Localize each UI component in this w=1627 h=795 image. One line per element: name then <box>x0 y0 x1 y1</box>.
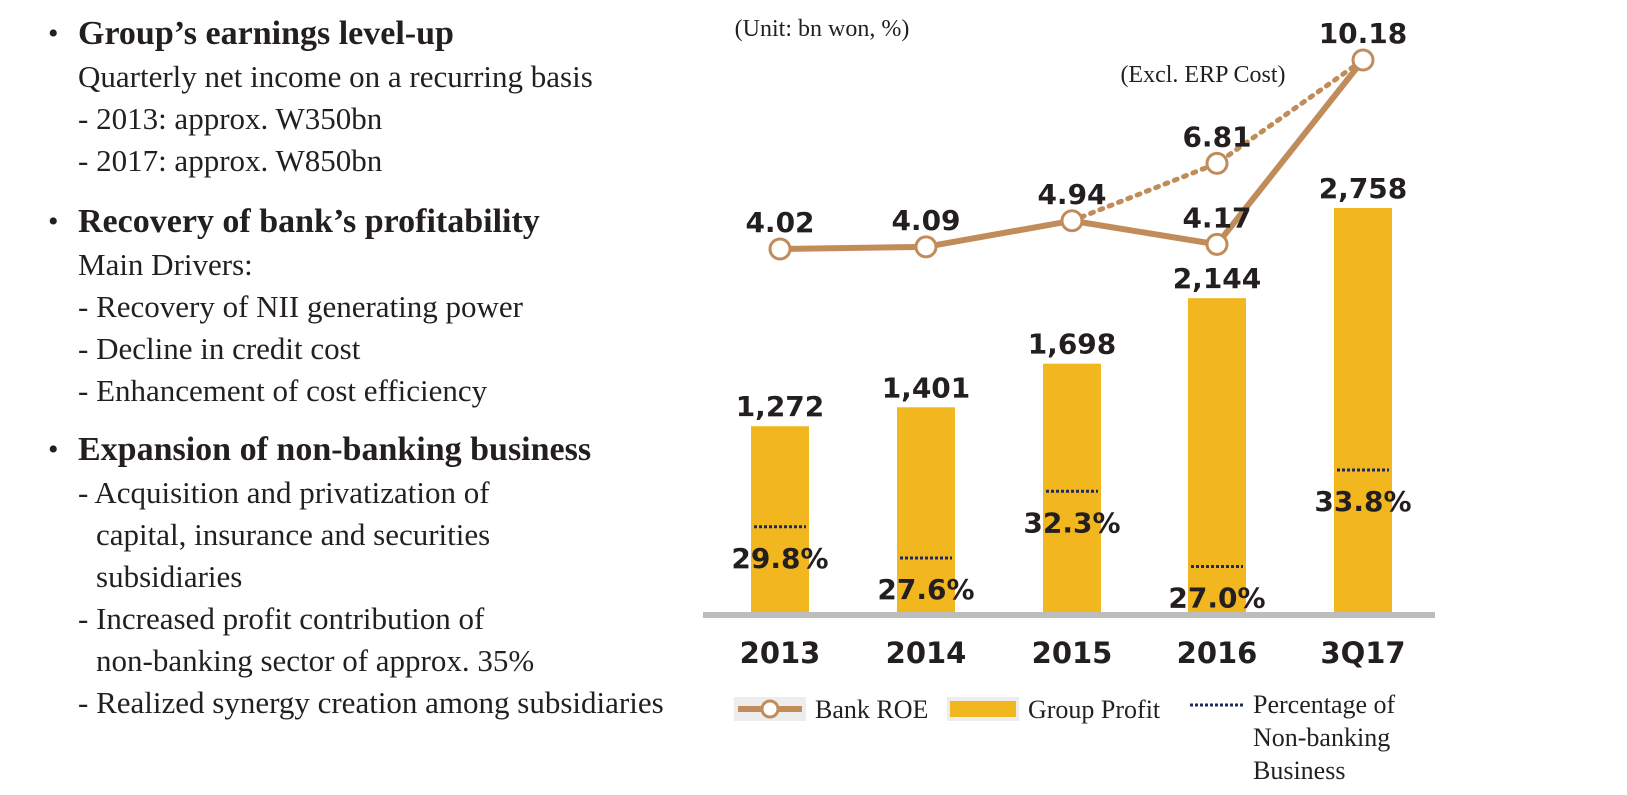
roe-value-label: 10.18 <box>1319 17 1408 50</box>
bar-value-label: 1,698 <box>1028 328 1117 361</box>
bullet-line: Main Drivers: <box>78 247 253 282</box>
bullet-line: capital, insurance and securities <box>96 517 491 552</box>
nonbank-value-label: 27.0% <box>1168 582 1265 615</box>
roe-point <box>914 235 938 259</box>
roe-value-label: 4.17 <box>1182 201 1251 234</box>
x-tick-label: 2013 <box>740 636 821 670</box>
legend: Bank ROE Group Profit Percentage of Non-… <box>734 690 1396 785</box>
bullet-line: Quarterly net income on a recurring basi… <box>78 59 593 94</box>
roe-excl-erp-note: (Excl. ERP Cost) <box>1120 62 1285 88</box>
x-ticks-group: 2013 2014 2015 2016 3Q17 <box>740 636 1406 670</box>
bullet-bank-profitability: • Recovery of bank’s profitability Main … <box>48 200 540 412</box>
legend-nonbank-label-3: Business <box>1253 756 1345 785</box>
bullet-title: Recovery of bank’s profitability <box>78 203 540 240</box>
roe-value-label: 4.09 <box>891 204 960 237</box>
bar-group-profit-2016 <box>1188 298 1246 613</box>
roe-point <box>1351 48 1375 72</box>
roe-point <box>1205 232 1229 256</box>
nonbank-markers-group: 29.8% 27.6% 32.3% 27.0% 33.8% <box>731 468 1412 615</box>
bullet-non-banking: • Expansion of non-banking business - Ac… <box>48 428 664 724</box>
roe-point <box>768 237 792 261</box>
nonbank-value-label: 29.8% <box>731 542 828 575</box>
bullet-line: - Realized synergy creation among subsid… <box>78 685 664 720</box>
bullet-title: Group’s earnings level-up <box>78 15 454 52</box>
x-tick-label: 2014 <box>886 636 967 670</box>
bar-value-label: 1,272 <box>736 390 825 423</box>
roe-point <box>1060 209 1084 233</box>
nonbank-value-label: 33.8% <box>1314 485 1411 518</box>
unit-note: (Unit: bn won, %) <box>735 16 910 42</box>
bullet-line: - Decline in credit cost <box>78 331 361 366</box>
roe-excl-erp-point <box>1205 151 1229 175</box>
bar-group-profit-2014 <box>897 407 955 613</box>
roe-value-label: 4.02 <box>745 206 814 239</box>
roe-value-label: 4.94 <box>1037 178 1106 211</box>
bullet-line: - Enhancement of cost efficiency <box>78 373 488 408</box>
legend-profit-label: Group Profit <box>1028 695 1161 724</box>
bullet-dot: • <box>48 433 59 466</box>
legend-nonbank-label-1: Percentage of <box>1253 690 1396 719</box>
bar-value-label: 2,144 <box>1173 262 1262 295</box>
bullet-line: - Acquisition and privatization of <box>78 475 490 510</box>
bullet-earnings: • Group’s earnings level-up Quarterly ne… <box>48 12 593 182</box>
bars-group: 1,272 1,401 1,698 2,144 2,758 <box>736 172 1408 613</box>
roe-line-group: 6.81 (Excl. ERP Cost) 4.02 4.09 4.94 4.17 10.1… <box>745 17 1408 261</box>
nonbank-value-label: 27.6% <box>877 573 974 606</box>
bar-group-profit-2013 <box>751 426 809 613</box>
legend-nonbank-label-2: Non-banking <box>1253 723 1390 752</box>
x-tick-label: 2015 <box>1032 636 1113 670</box>
bullet-dot: • <box>48 17 59 50</box>
x-tick-label: 3Q17 <box>1320 636 1405 670</box>
bullet-dot: • <box>48 205 59 238</box>
legend-profit-swatch <box>950 701 1016 717</box>
bar-group-profit-2015 <box>1043 363 1101 613</box>
nonbank-value-label: 32.3% <box>1023 506 1120 539</box>
bullet-line: - Recovery of NII generating power <box>78 289 524 324</box>
bullet-line: - 2013: approx. W350bn <box>78 101 383 136</box>
roe-excl-erp-line <box>1069 57 1366 224</box>
legend-roe-marker <box>760 699 780 719</box>
bullet-title: Expansion of non-banking business <box>78 431 592 468</box>
bar-value-label: 2,758 <box>1319 172 1408 205</box>
bar-group-profit-3Q17 <box>1334 208 1392 613</box>
x-tick-label: 2016 <box>1177 636 1258 670</box>
bullet-line: subsidiaries <box>96 559 243 594</box>
bullet-line: non-banking sector of approx. 35% <box>96 643 535 678</box>
bar-value-label: 1,401 <box>882 371 971 404</box>
legend-roe-label: Bank ROE <box>815 695 928 724</box>
bullet-line: - 2017: approx. W850bn <box>78 143 383 178</box>
roe-excl-erp-value: 6.81 <box>1182 120 1251 153</box>
bullet-line: - Increased profit contribution of <box>78 601 485 636</box>
